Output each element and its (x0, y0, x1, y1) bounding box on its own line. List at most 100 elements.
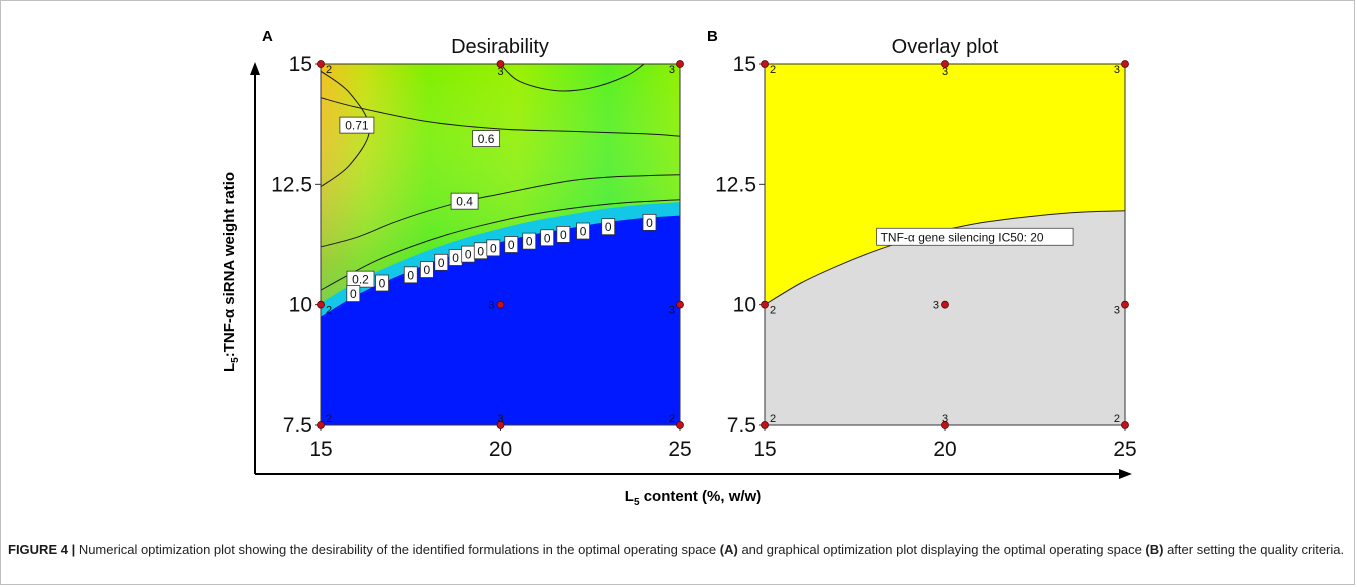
figure-caption: FIGURE 4 | Numerical optimization plot s… (8, 541, 1348, 559)
panel-b-run-count: 2 (770, 64, 776, 76)
contour-label: 0 (452, 251, 459, 265)
desirability-hotspot (321, 64, 381, 208)
panel-a-design-point (676, 60, 684, 68)
contour-label: 0.6 (478, 132, 495, 146)
contour-label-box (486, 239, 501, 257)
panel-b-run-count: 3 (942, 413, 948, 425)
contour-label-box (346, 285, 361, 302)
panel-a-letter: A (262, 28, 273, 45)
contour-label-box (339, 116, 375, 134)
desirability-contour-line (321, 199, 680, 291)
panel-a-run-count: 3 (488, 300, 494, 312)
panel-b-y-tick-label: 10 (733, 294, 756, 317)
contour-label: 0 (508, 238, 515, 252)
contour-label: 0 (580, 225, 587, 239)
contour-label-box (450, 192, 479, 210)
panel-a-run-count: 3 (497, 66, 503, 78)
panel-b-design-point (1121, 60, 1129, 68)
desirability-contour-line (321, 174, 680, 248)
y-axis-arrowhead (250, 62, 260, 75)
panel-a-run-count: 3 (669, 305, 675, 317)
contour-label: 0 (605, 220, 612, 234)
contour-label-box (434, 253, 449, 271)
panel-a-x-tick-label: 25 (668, 438, 691, 461)
panel-a-y-tick-label: 15 (289, 53, 312, 76)
contour-label: 0.71 (345, 119, 369, 133)
panel-b-y-tick-label: 15 (733, 53, 756, 76)
panel-a-x-tick-label: 15 (309, 438, 332, 461)
panel-b-design-point (1121, 300, 1129, 309)
panel-a-run-count: 2 (326, 305, 332, 317)
panel-b-run-count: 2 (770, 305, 776, 317)
panel-b-run-count: 3 (942, 66, 948, 78)
panel-b-y-tick-label: 7.5 (727, 414, 756, 437)
panel-b-run-count: 2 (770, 413, 776, 425)
overlay-infeasible-region (765, 210, 1125, 425)
panel-a-design-point (317, 300, 325, 309)
panel-a-run-count: 3 (497, 413, 503, 425)
contour-label: 0 (477, 244, 484, 258)
panel-b-title: Overlay plot (892, 36, 999, 58)
overlay-boundary-label: TNF-α gene silencing IC50: 20 (876, 227, 1074, 246)
desirability-zero-region (321, 215, 680, 425)
shared-axes: L5 content (%, w/w) L5:TNF-α siRNA weigh… (221, 62, 1132, 508)
contour-label: 0 (438, 256, 445, 270)
contour-label-box (642, 213, 657, 231)
contour-label: 0.4 (456, 195, 473, 209)
panel-a-run-count: 3 (669, 64, 675, 76)
panel-b-design-point (941, 300, 949, 309)
panel-b-letter: B (707, 28, 718, 45)
x-axis-label: L5 content (%, w/w) (625, 488, 761, 508)
panel-b-run-count: 2 (1114, 413, 1120, 425)
contour-label-box (556, 225, 571, 243)
caption-part1: Numerical optimization plot showing the … (75, 542, 720, 557)
panel-b-x-tick-label: 25 (1113, 438, 1136, 461)
panel-a-y-tick-label: 7.5 (283, 414, 312, 437)
contour-label-box (540, 229, 555, 247)
panel-a-title: Desirability (451, 36, 549, 58)
desirability-contour-line (321, 97, 680, 137)
panel-b-y-tick-label: 12.5 (715, 173, 756, 196)
contour-label-box (576, 222, 590, 240)
panel-a-design-point (317, 421, 325, 429)
contour-label: 0 (560, 228, 567, 242)
panel-b-ticks: 15 20 25 15 12.5 10 7.5 (715, 53, 1137, 461)
panel-b-design-points: 2 3 3 2 3 3 2 3 2 (761, 60, 1129, 429)
panel-b: B Overlay plot TNF-α gene silencing IC50… (707, 28, 1137, 461)
overlay-label-box (876, 227, 1074, 246)
panel-a-y-tick-label: 12.5 (271, 173, 312, 196)
caption-ref-b: (B) (1145, 542, 1164, 557)
contour-label-box (346, 270, 375, 288)
panel-a-x-tick-label: 20 (489, 438, 512, 461)
panel-a-run-count: 2 (326, 413, 332, 425)
contour-label: 0 (379, 277, 386, 291)
panel-b-run-count: 3 (933, 300, 939, 312)
contour-label-box (522, 232, 537, 250)
contour-label: 0 (407, 268, 414, 282)
contour-label: 0 (350, 287, 357, 301)
panel-a-design-point (496, 60, 505, 68)
panel-a-run-count: 2 (669, 413, 675, 425)
contour-label: 0.2 (352, 273, 369, 287)
panel-a-design-point (496, 421, 505, 429)
panel-a-design-point (676, 300, 684, 309)
contour-label-box (472, 130, 501, 148)
panel-b-design-point (761, 300, 769, 309)
panel-b-run-count: 3 (1114, 305, 1120, 317)
caption-ref-a: (A) (719, 542, 738, 557)
panel-a-design-point (317, 60, 325, 68)
panel-a-design-point (676, 421, 684, 429)
panel-b-design-point (761, 60, 769, 68)
caption-label: FIGURE 4 | (8, 542, 76, 557)
panel-a-design-point (496, 300, 505, 309)
caption-part3: after setting the quality criteria. (1163, 542, 1345, 557)
panel-a-run-count: 2 (326, 64, 332, 76)
panel-b-design-point (941, 421, 949, 429)
panel-a-design-points: 2 3 3 2 3 3 2 3 2 (317, 60, 684, 429)
x-axis-arrowhead (1119, 469, 1132, 479)
